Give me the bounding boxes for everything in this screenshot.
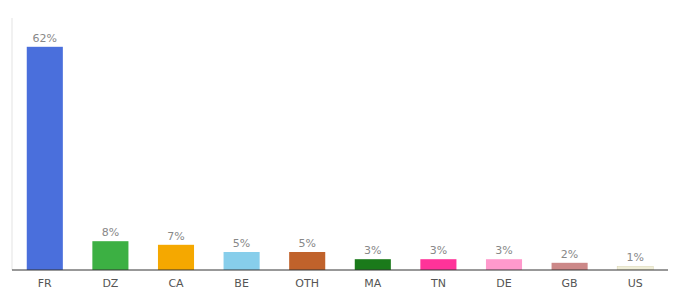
bar [92,241,128,270]
data-label: 62% [33,32,57,45]
data-label: 8% [102,226,119,239]
x-tick-label: OTH [295,277,319,290]
x-tick-label: TN [430,277,446,290]
bars [27,47,653,270]
x-axis-line [12,270,668,271]
y-range-line [12,18,13,270]
bar [158,245,194,270]
x-tick-label: GB [562,277,578,290]
bar [420,259,456,270]
data-label: 5% [298,237,315,250]
x-tick-label: DZ [102,277,118,290]
x-tick-label: DE [496,277,511,290]
bar [27,47,63,270]
data-label: 1% [626,251,643,264]
data-label: 7% [167,230,184,243]
x-tick-label: US [628,277,643,290]
chart-svg: 62% 8% 7% 5% 5% 3% 3% 3% 2% 1% FR DZ CA BE OTH MA TN DE GB… [0,0,680,300]
bar [486,259,522,270]
plot-area: 62% 8% 7% 5% 5% 3% 3% 3% 2% 1% FR DZ CA BE OTH MA TN DE GB… [12,18,668,290]
bar [552,263,588,270]
chart-container: 62% 8% 7% 5% 5% 3% 3% 3% 2% 1% FR DZ CA BE OTH MA TN DE GB… [0,0,680,300]
data-label: 2% [561,248,578,261]
x-tick-label: BE [234,277,249,290]
x-tick-label: CA [168,277,184,290]
x-tick-label: FR [38,277,52,290]
bar [355,259,391,270]
data-labels: 62% 8% 7% 5% 5% 3% 3% 3% 2% 1% [33,32,644,265]
bar [224,252,260,270]
bar [617,266,653,270]
x-tick-labels: FR DZ CA BE OTH MA TN DE GB US [38,277,643,290]
data-label: 5% [233,237,250,250]
data-label: 3% [495,244,512,257]
x-tick-label: MA [364,277,381,290]
data-label: 3% [364,244,381,257]
bar [289,252,325,270]
data-label: 3% [430,244,447,257]
